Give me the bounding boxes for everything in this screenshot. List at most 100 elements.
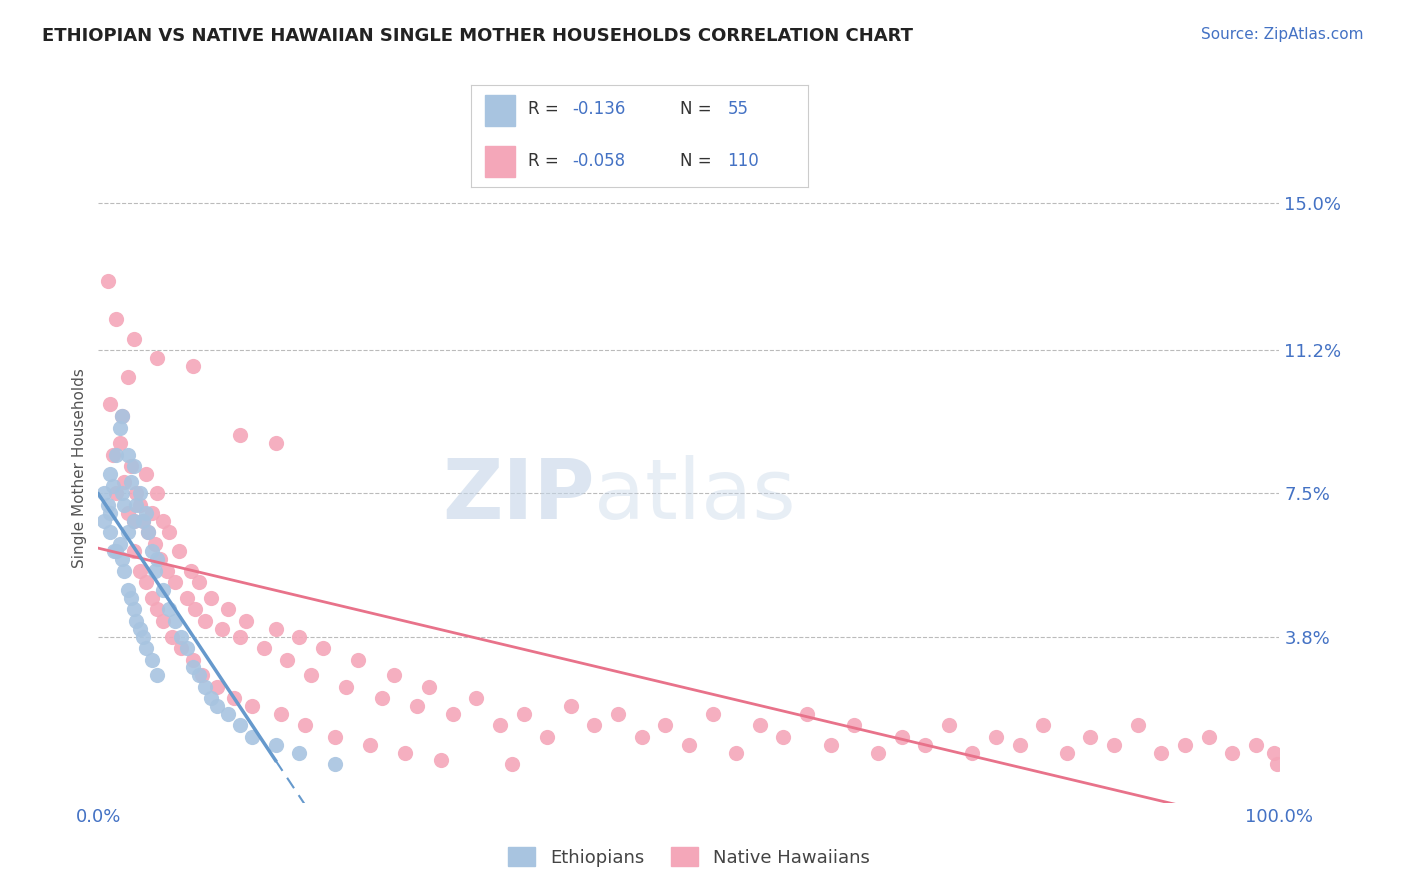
Point [288,746,311,760]
Point [229,630,252,644]
Text: N =: N = [681,152,711,169]
Text: ZIP: ZIP [441,455,595,535]
Point [187,575,209,590]
Point [98,397,121,411]
Point [235,614,257,628]
Point [211,622,233,636]
Point [1032,718,1054,732]
Point [176,641,198,656]
Point [1150,746,1173,760]
Point [111,486,134,500]
Point [489,718,512,732]
Point [135,506,157,520]
Point [1174,738,1197,752]
Point [128,486,150,500]
Point [264,436,287,450]
Point [111,552,134,566]
Text: -0.136: -0.136 [572,101,626,119]
Point [501,757,523,772]
Text: -0.058: -0.058 [572,152,626,169]
Point [98,467,121,482]
Point [240,730,263,744]
Text: 55: 55 [727,101,748,119]
Point [135,575,157,590]
Point [101,448,124,462]
Point [98,525,121,540]
Point [205,699,228,714]
Point [359,738,381,752]
Point [347,653,370,667]
Point [1263,746,1285,760]
Point [146,486,169,500]
Point [1220,746,1243,760]
Point [112,475,135,489]
Point [132,514,155,528]
Point [128,564,150,578]
Point [560,699,582,714]
Point [200,691,222,706]
Point [143,537,166,551]
Point [101,479,124,493]
Y-axis label: Single Mother Households: Single Mother Households [72,368,87,568]
Point [97,274,120,288]
Point [122,544,145,558]
Point [323,757,346,772]
Point [796,706,818,721]
Bar [485,95,515,126]
Point [122,514,145,528]
Point [253,641,276,656]
Point [335,680,357,694]
Point [264,622,287,636]
Point [105,544,128,558]
Point [125,486,148,500]
Point [128,622,150,636]
Point [371,691,394,706]
Point [820,738,842,752]
Point [1008,738,1031,752]
Point [938,718,960,732]
Point [170,641,193,656]
Point [678,738,700,752]
Point [294,718,316,732]
Point [180,564,202,578]
Point [229,718,252,732]
Point [418,680,440,694]
Point [97,498,120,512]
Point [1126,718,1149,732]
Point [1080,730,1102,744]
Point [108,436,131,450]
Point [146,552,169,566]
Point [105,312,128,326]
Text: Source: ZipAtlas.com: Source: ZipAtlas.com [1201,27,1364,42]
Point [152,583,174,598]
Point [288,630,311,644]
Point [1265,757,1288,772]
Point [136,525,159,540]
Point [465,691,488,706]
Point [156,564,179,578]
Point [98,506,121,520]
Point [170,630,193,644]
Point [117,525,139,540]
Point [112,498,135,512]
Point [157,602,180,616]
Point [141,544,163,558]
Text: 110: 110 [727,152,759,169]
Point [224,691,246,706]
Point [200,591,222,605]
Point [866,746,889,760]
Point [725,746,748,760]
Point [394,746,416,760]
Point [430,753,453,767]
Point [157,525,180,540]
Point [160,630,183,644]
Point [122,459,145,474]
Point [108,537,131,551]
Point [406,699,429,714]
Point [112,564,135,578]
Point [132,514,155,528]
Point [117,583,139,598]
Point [654,718,676,732]
Point [984,730,1007,744]
Point [844,718,866,732]
